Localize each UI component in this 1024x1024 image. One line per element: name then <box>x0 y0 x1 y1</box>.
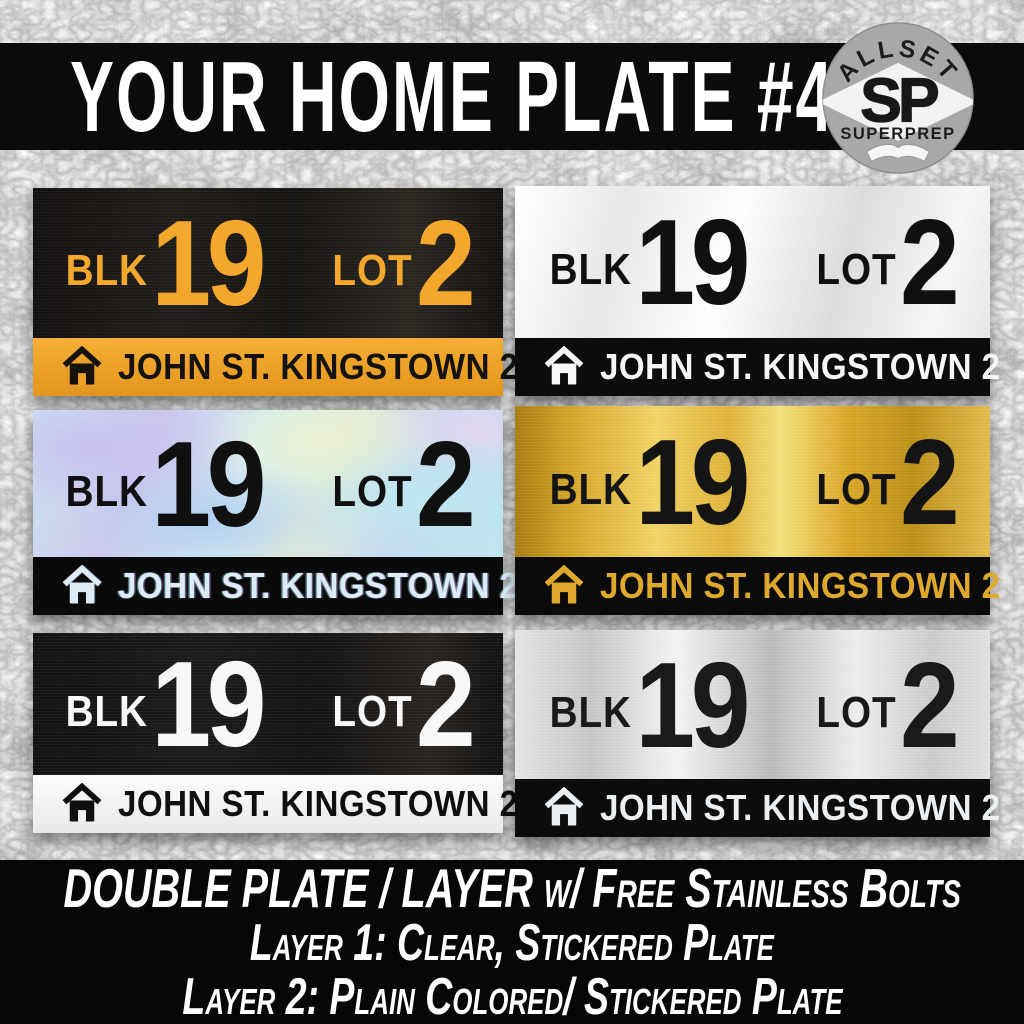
lot-label: LOT <box>331 466 412 516</box>
block-number: 19 <box>150 636 266 772</box>
footer-line-3: Layer 2: Plain Colored/ Stickered Plate <box>181 968 843 1024</box>
house-icon <box>544 346 584 385</box>
plate-holographic-black: BLK 19 LOT 2 JOHN ST. KINGSTOWN 2 <box>33 410 518 615</box>
block-number: 19 <box>635 194 750 330</box>
plate-face: BLK 19 LOT 2 <box>33 633 503 775</box>
block-label: BLK <box>549 464 632 514</box>
logo-book-icon <box>866 144 930 162</box>
house-icon <box>544 565 584 604</box>
plate-black-orange: BLK 19 LOT 2 JOHN ST. KINGSTOWN 2 <box>33 188 518 396</box>
house-icon <box>544 787 584 826</box>
lot-label: LOT <box>331 246 412 295</box>
address-text: JOHN ST. KINGSTOWN 2 <box>118 346 519 387</box>
lot-number: 2 <box>415 415 476 552</box>
lot-number: 2 <box>900 413 960 550</box>
block-number: 19 <box>635 413 750 550</box>
house-icon <box>62 565 102 604</box>
plate-gold-black: BLK 19 LOT 2 JOHN ST. KINGSTOWN 2 <box>515 406 1000 615</box>
address-bar: JOHN ST. KINGSTOWN 2 <box>33 338 518 396</box>
address-text: JOHN ST. KINGSTOWN 2 <box>118 565 519 606</box>
lot-number: 2 <box>900 636 960 773</box>
plate-face: BLK 19 LOT 2 <box>33 188 503 338</box>
plate-black-white: BLK 19 LOT 2 JOHN ST. KINGSTOWN 2 <box>33 633 518 833</box>
block-label: BLK <box>65 466 148 516</box>
page-title: YOUR HOME PLATE #4 <box>70 40 835 153</box>
address-text: JOHN ST. KINGSTOWN 2 <box>600 346 1001 387</box>
lot-number: 2 <box>415 195 476 331</box>
logo-subtext: SUPERPREP <box>840 124 955 143</box>
block-label: BLK <box>65 687 148 736</box>
address-bar: JOHN ST. KINGSTOWN 2 <box>515 779 1000 837</box>
lot-label: LOT <box>331 687 412 736</box>
block-number: 19 <box>150 415 266 552</box>
footer-line-2: Layer 1: Clear, Stickered Plate <box>249 914 775 973</box>
block-number: 19 <box>150 195 266 331</box>
plate-stainless-black: BLK 19 LOT 2 JOHN ST. KINGSTOWN 2 <box>515 630 1000 837</box>
lot-number: 2 <box>900 194 960 330</box>
address-bar: JOHN ST. KINGSTOWN 2 <box>515 557 1000 615</box>
address-text: JOHN ST. KINGSTOWN 2 <box>118 783 519 824</box>
plate-white-black: BLK 19 LOT 2 JOHN ST. KINGSTOWN 2 <box>515 186 1000 396</box>
logo-monogram: SP <box>860 66 938 135</box>
house-icon <box>62 346 102 385</box>
plate-face: BLK 19 LOT 2 <box>33 410 503 557</box>
block-label: BLK <box>549 245 632 294</box>
brand-logo: ALLSET SP SUPERPREP <box>820 20 976 176</box>
logo-diamond <box>822 62 974 141</box>
block-label: BLK <box>549 687 632 737</box>
block-label: BLK <box>65 246 148 295</box>
address-bar: JOHN ST. KINGSTOWN 2 <box>33 557 518 615</box>
plate-face: BLK 19 LOT 2 <box>515 186 990 338</box>
footer-caption: DOUBLE PLATE / LAYER w/ Free Stainless B… <box>0 860 1024 1024</box>
footer-line-1: DOUBLE PLATE / LAYER w/ Free Stainless B… <box>63 856 961 919</box>
lot-number: 2 <box>415 636 476 772</box>
address-text: JOHN ST. KINGSTOWN 2 <box>600 787 1001 828</box>
plate-face: BLK 19 LOT 2 <box>515 630 990 779</box>
lot-label: LOT <box>816 464 897 514</box>
lot-label: LOT <box>816 245 897 294</box>
house-icon <box>62 783 102 822</box>
block-number: 19 <box>635 636 750 773</box>
address-text: JOHN ST. KINGSTOWN 2 <box>600 565 1001 606</box>
address-bar: JOHN ST. KINGSTOWN 2 <box>33 775 518 833</box>
lot-label: LOT <box>816 687 897 737</box>
plate-face: BLK 19 LOT 2 <box>515 406 990 557</box>
address-bar: JOHN ST. KINGSTOWN 2 <box>515 338 1000 396</box>
